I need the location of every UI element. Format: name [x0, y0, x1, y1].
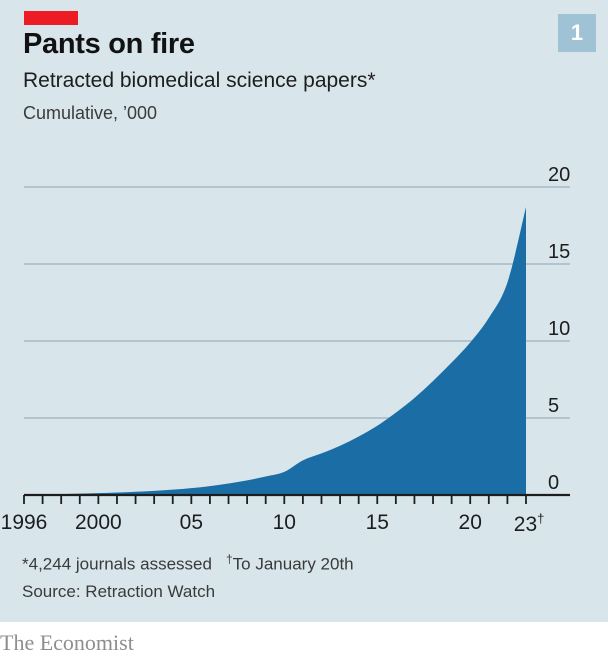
- x-axis-label-group-1996: 1996: [0, 511, 48, 534]
- x-axis-dagger-marker: †: [537, 511, 545, 526]
- chart-unit-label: Cumulative, ’000: [23, 103, 158, 123]
- chart-source: Source: Retraction Watch: [22, 582, 216, 601]
- chart-x-tickmarks: [23, 495, 527, 504]
- chart-number-badge: 1: [558, 14, 596, 52]
- footnote-asterisk: *4,244 journals assessed: [22, 554, 212, 574]
- y-axis-label-15: 15: [548, 241, 571, 263]
- footnote-dagger-marker: †: [225, 552, 233, 566]
- x-axis-label-group-2015: 15: [365, 511, 389, 534]
- chart-subtitle: Retracted biomedical science papers*: [23, 69, 376, 92]
- x-axis-label-group-2010: 10: [272, 511, 296, 534]
- x-axis-label-group-2005: 05: [179, 511, 204, 534]
- retractions-area-series: [24, 207, 526, 495]
- page-title: Pants on fire: [23, 28, 195, 60]
- chart-gridlines: [24, 186, 570, 419]
- economist-red-rule: [24, 11, 78, 25]
- y-axis-label-0: 0: [548, 472, 560, 494]
- footnote-line: *4,244 journals assessed †To January 20th: [22, 553, 354, 573]
- footnote-dagger: To January 20th: [232, 554, 354, 574]
- y-axis-label-5: 5: [548, 395, 560, 417]
- x-axis-label-23: 23: [513, 513, 538, 536]
- y-axis-label-10: 10: [548, 318, 571, 340]
- y-axis-label-20: 20: [548, 164, 571, 186]
- x-axis-label-group-2023: 23†: [514, 512, 545, 535]
- economist-wordmark: The Economist: [0, 630, 134, 655]
- x-axis-label-group-2000: 2000: [75, 511, 122, 534]
- x-axis-label-group-2020: 20: [458, 511, 482, 534]
- footer-band: [0, 622, 608, 662]
